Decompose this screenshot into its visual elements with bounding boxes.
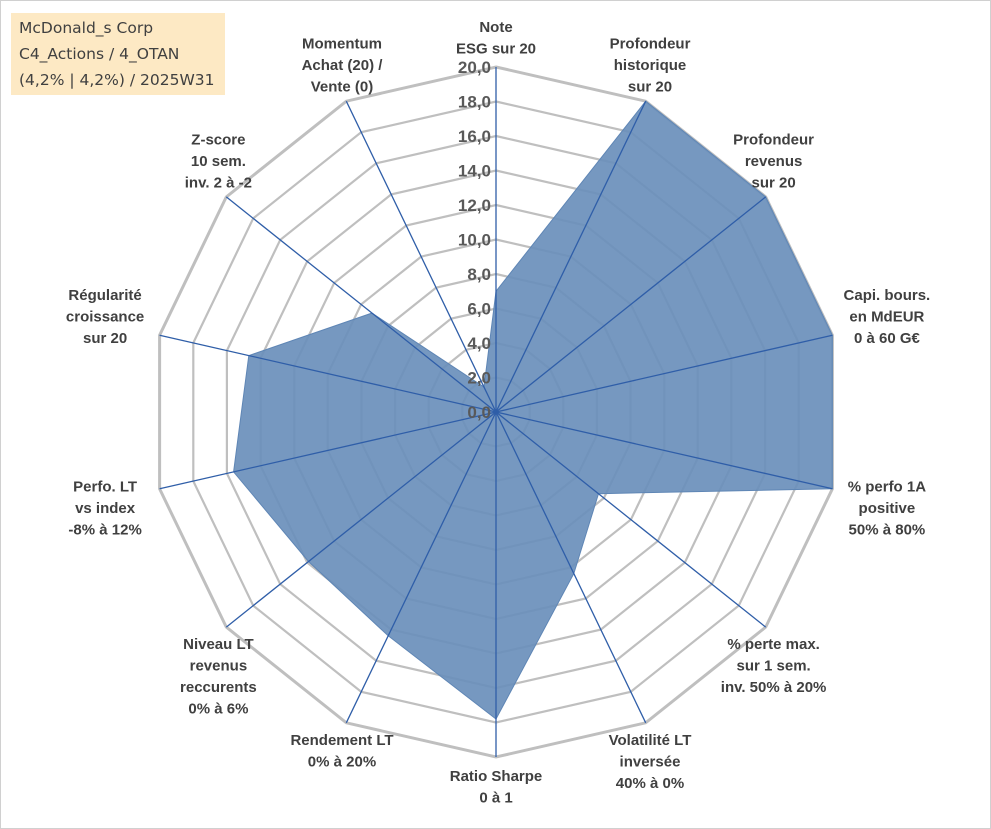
tick-label: 14,0 <box>458 162 491 181</box>
tick-label: 6,0 <box>467 300 491 319</box>
tick-layer: 0,0 2,0 4,0 6,0 8,0 10,0 12,0 14,0 16,0 18,0 20,0 <box>458 58 491 422</box>
tick-label: 2,0 <box>467 369 491 388</box>
chart-title-line-2: C4_Actions / 4_OTAN <box>19 45 180 63</box>
tick-label: 20,0 <box>458 58 491 77</box>
series-area <box>233 100 833 720</box>
axis-spoke <box>159 334 497 413</box>
tick-label: 12,0 <box>458 196 491 215</box>
axis-spoke <box>225 411 497 628</box>
chart-title-line-3: (4,2% | 4,2%) / 2025W31 <box>19 71 215 89</box>
axis-label: Régularité croissance sur 20 <box>66 287 144 347</box>
chart-title-box: McDonald_s Corp C4_Actions / 4_OTAN (4,2… <box>11 13 225 95</box>
axis-label: Profondeur revenus sur 20 <box>733 131 814 191</box>
axis-label: Volatilité LT inversée 40% à 0% <box>609 732 692 792</box>
axis-spoke <box>225 196 497 413</box>
tick-label: 8,0 <box>467 265 491 284</box>
axis-label: Capi. bours. en MdEUR 0 à 60 G€ <box>844 287 931 347</box>
tick-label: 0,0 <box>467 403 491 422</box>
tick-label: 16,0 <box>458 127 491 146</box>
axis-label: % perfo 1A positive 50% à 80% <box>848 479 927 539</box>
series-layer <box>233 100 833 720</box>
tick-label: 4,0 <box>467 334 491 353</box>
tick-label: 10,0 <box>458 231 491 250</box>
axis-spoke <box>159 411 497 490</box>
axis-label: Momentum Achat (20) / Vente (0) <box>302 36 384 96</box>
tick-label: 18,0 <box>458 93 491 112</box>
axis-spoke <box>495 334 833 413</box>
axis-label: Profondeur historique sur 20 <box>610 36 691 96</box>
chart-title-line-1: McDonald_s Corp <box>19 19 154 37</box>
axis-spoke <box>495 100 647 413</box>
spoke-layer <box>159 67 833 757</box>
axis-spoke <box>495 196 767 413</box>
axis-spoke <box>495 411 767 628</box>
axis-label: Niveau LT revenus reccurents 0% à 6% <box>180 636 257 718</box>
axis-label: % perte max. sur 1 sem. inv. 50% à 20% <box>721 636 827 696</box>
axis-spoke <box>345 411 497 724</box>
axis-spoke <box>495 411 833 490</box>
axis-label: Z-score 10 sem. inv. 2 à -2 <box>185 131 252 191</box>
axis-spoke <box>495 411 647 724</box>
axis-label: Note ESG sur 20 <box>456 19 536 58</box>
axis-label: Ratio Sharpe 0 à 1 <box>450 768 543 807</box>
axis-label: Perfo. LT vs index -8% à 12% <box>68 479 141 539</box>
axis-label: Rendement LT 0% à 20% <box>290 732 393 771</box>
axis-label-layer: Note ESG sur 20 Profondeur historique sur 20… <box>66 19 930 807</box>
axis-spoke <box>345 100 497 413</box>
